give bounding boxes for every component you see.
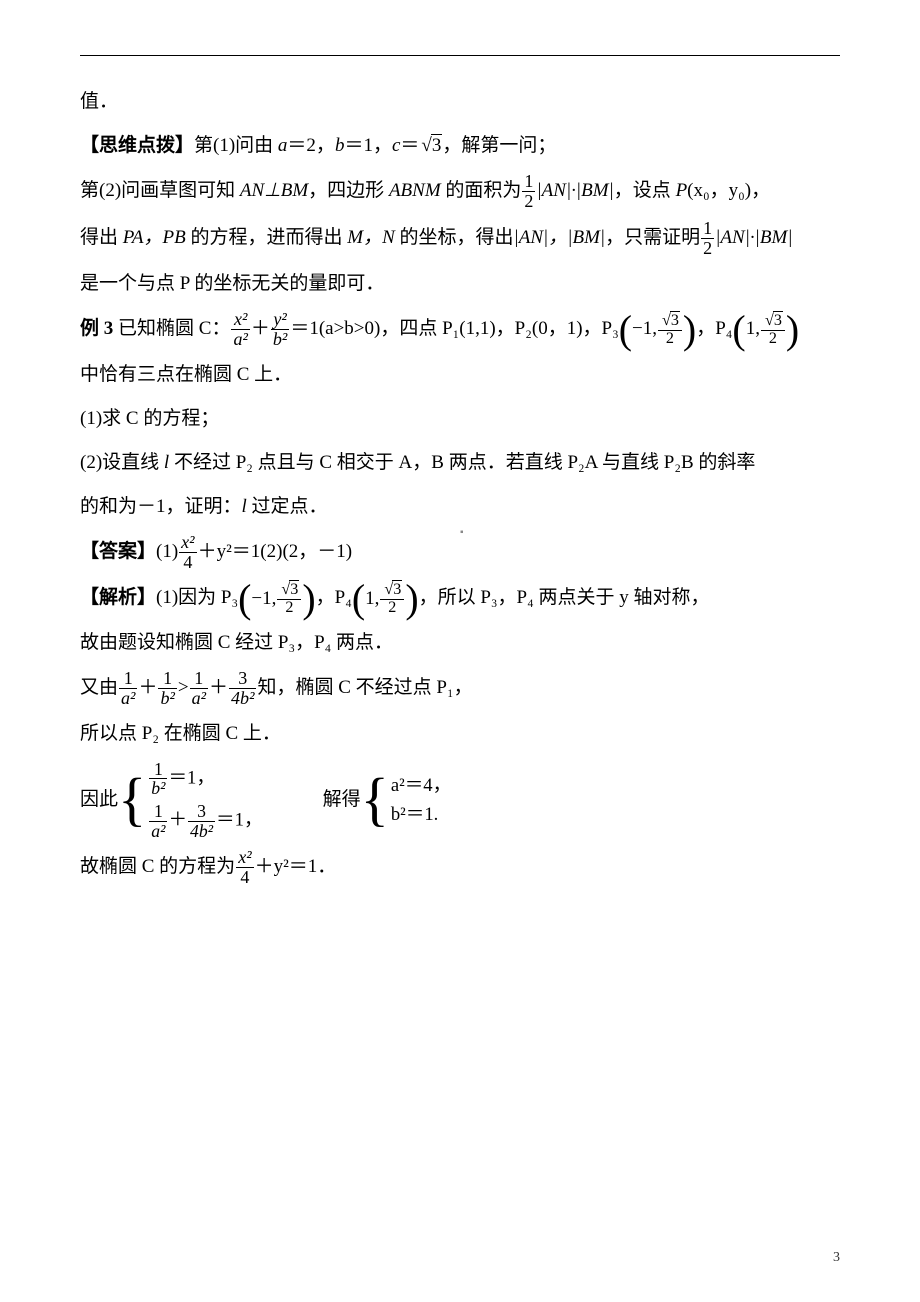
solution-line1: 【解析】(1)因为 P₃(−1,32)，P₄(1,32)，所以 P₃，P₄ 两点…	[80, 580, 840, 617]
paren-p4: (1,32)	[732, 311, 799, 347]
hint-line2: 第(2)问画草图可知 AN⊥BM，四边形 ABNM 的面积为12|AN|·|BM…	[80, 172, 840, 211]
hint-line4: 是一个与点 P 的坐标无关的量即可．	[80, 266, 840, 302]
q2-line2: 的和为－1，证明：l 过定点．	[80, 489, 840, 525]
solution-line3: 又由1a²＋1b²>1a²＋34b²知，椭圆 C 不经过点 P₁，	[80, 669, 840, 708]
center-dot: ▪	[460, 523, 464, 542]
ex3-line2: 中恰有三点在椭圆 C 上．	[80, 357, 840, 393]
hint-line1: 【思维点拨】第(1)问由 a＝2，b＝1，c＝3，解第一问；	[80, 128, 840, 164]
example3: 例 3 已知椭圆 C：x²a²＋y²b²＝1(a>b>0)，四点 P₁(1,1)…	[80, 310, 840, 349]
system-eq: 因此 { 1b²＝1， 1a²＋34b²＝1， 解得 { a²＝4， b²＝1.	[80, 760, 840, 840]
paren-p3: (−1,32)	[619, 311, 697, 347]
line-cont: 值．	[80, 84, 840, 120]
page-number: 3	[833, 1245, 840, 1272]
solution-label: 【解析】	[80, 587, 156, 608]
answer-label: 【答案】	[80, 541, 156, 562]
hint-label: 【思维点拨】	[80, 135, 194, 156]
solution-line6: 故椭圆 C 的方程为x²4＋y²＝1．	[80, 848, 840, 887]
hint-line3: 得出 PA，PB 的方程，进而得出 M，N 的坐标，得出|AN|，|BM|，只需…	[80, 219, 840, 258]
q2-line1: (2)设直线 l 不经过 P₂ 点且与 C 相交于 A，B 两点．若直线 P₂A…	[80, 445, 840, 481]
q1: (1)求 C 的方程；	[80, 401, 840, 437]
solution-line4: 所以点 P₂ 在椭圆 C 上．	[80, 716, 840, 752]
ex3-label: 例 3	[80, 318, 118, 339]
top-rule	[80, 55, 840, 56]
solution-line2: 故由题设知椭圆 C 经过 P₃，P₄ 两点．	[80, 625, 840, 661]
